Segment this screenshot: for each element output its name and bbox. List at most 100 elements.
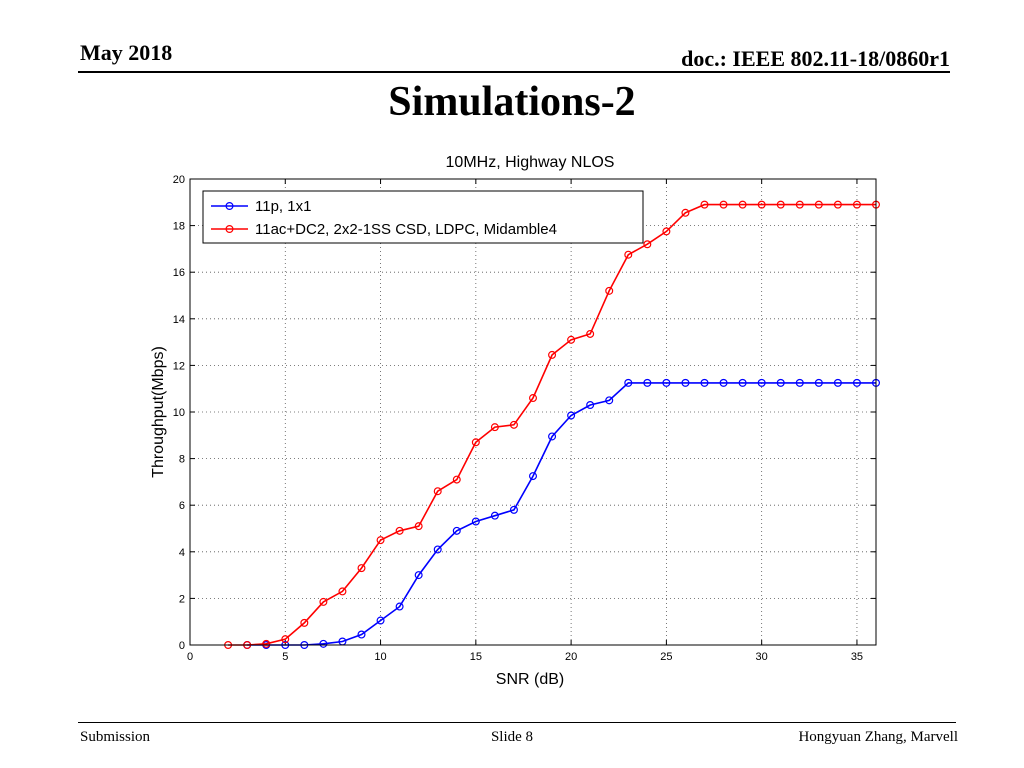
- x-tick-label: 25: [660, 651, 672, 663]
- grid-lines: [190, 179, 876, 645]
- data-point: [833, 200, 842, 209]
- data-point: [852, 200, 861, 209]
- data-point: [433, 545, 442, 554]
- data-point: [719, 378, 728, 387]
- data-point: [586, 329, 595, 338]
- data-point: [414, 522, 423, 531]
- footer-slide-number: Slide 8: [490, 729, 534, 745]
- data-point: [509, 420, 518, 429]
- x-tick-label: 35: [851, 651, 863, 663]
- series-line: [228, 203, 876, 646]
- y-tick-label: 0: [179, 640, 185, 652]
- data-point: [833, 378, 842, 387]
- series-line: [247, 382, 876, 646]
- footer-submission: Submission: [80, 729, 151, 745]
- data-point: [490, 511, 499, 520]
- y-tick-label: 6: [179, 500, 185, 512]
- data-point: [814, 200, 823, 209]
- data-point: [548, 432, 557, 441]
- data-point: [643, 240, 652, 249]
- legend-box: [202, 190, 644, 244]
- data-point: [471, 517, 480, 526]
- data-point: [624, 378, 633, 387]
- x-tick-label: 30: [756, 651, 768, 663]
- data-point: [681, 378, 690, 387]
- data-point: [528, 472, 537, 481]
- x-tick-label: 10: [374, 651, 386, 663]
- data-point: [338, 587, 347, 596]
- y-tick-label: 20: [173, 174, 185, 186]
- data-point: [452, 526, 461, 535]
- data-point: [357, 630, 366, 639]
- legend-marker: [225, 225, 234, 234]
- data-point: [376, 536, 385, 545]
- data-point: [738, 200, 747, 209]
- data-point: [738, 378, 747, 387]
- x-tick-label: 0: [187, 651, 193, 663]
- data-point: [300, 618, 309, 627]
- x-tick-label: 20: [565, 651, 577, 663]
- data-point: [700, 378, 709, 387]
- data-point: [357, 564, 366, 573]
- data-point: [814, 378, 823, 387]
- y-tick-label: 16: [173, 267, 185, 279]
- footer-divider: [78, 722, 956, 723]
- data-point: [662, 378, 671, 387]
- footer-author: Hongyuan Zhang, Marvell: [798, 729, 958, 745]
- data-point: [776, 378, 785, 387]
- data-point: [795, 378, 804, 387]
- data-point: [643, 378, 652, 387]
- data-point: [433, 487, 442, 496]
- header-divider: [78, 71, 950, 73]
- plot-area: [190, 179, 876, 645]
- header-date: May 2018: [80, 40, 173, 65]
- y-tick-label: 18: [173, 221, 185, 233]
- y-tick-label: 10: [173, 407, 185, 419]
- data-point: [452, 475, 461, 484]
- data-point: [605, 286, 614, 295]
- x-tick-label: 15: [470, 651, 482, 663]
- data-point: [414, 571, 423, 580]
- data-point: [757, 378, 766, 387]
- header-doc-id: doc.: IEEE 802.11-18/0860r1: [681, 46, 950, 71]
- data-point: [528, 394, 537, 403]
- data-point: [376, 616, 385, 625]
- x-tick-label: 5: [282, 651, 288, 663]
- plot-frame: [189, 178, 877, 646]
- data-point: [395, 602, 404, 611]
- chart-legend: 11p, 1x1 11ac+DC2, 2x2-1SS CSD, LDPC, Mid…: [202, 190, 644, 244]
- data-point: [776, 200, 785, 209]
- y-tick-label: 4: [179, 547, 185, 559]
- data-point: [662, 227, 671, 236]
- data-point: [719, 200, 728, 209]
- data-point: [319, 639, 328, 648]
- data-point: [795, 200, 804, 209]
- data-point: [548, 350, 557, 359]
- y-tick-label: 14: [173, 314, 185, 326]
- data-point: [605, 396, 614, 405]
- data-point: [490, 423, 499, 432]
- data-point: [586, 401, 595, 410]
- data-point: [700, 200, 709, 209]
- data-point: [509, 505, 518, 514]
- data-point: [262, 639, 271, 648]
- y-axis-label: Throughput(Mbps): [150, 346, 167, 478]
- data-point: [567, 335, 576, 344]
- data-point: [281, 635, 290, 644]
- legend-label: 11ac+DC2, 2x2-1SS CSD, LDPC, Midamble4: [255, 221, 557, 238]
- chart-title: 10MHz, Highway NLOS: [446, 154, 615, 171]
- y-tick-label: 2: [179, 593, 185, 605]
- axis-ticks: 0 5 10 15 20 25 30 35 0 2 4 6 8 10 12 14 16 18 20: [173, 174, 876, 663]
- slide-title: Simulations-2: [388, 79, 636, 125]
- data-point: [471, 438, 480, 447]
- data-point: [624, 250, 633, 259]
- data-point: [319, 597, 328, 606]
- y-tick-label: 8: [179, 454, 185, 466]
- data-point: [681, 208, 690, 217]
- legend-marker: [225, 202, 234, 211]
- data-point: [395, 526, 404, 535]
- data-point: [757, 200, 766, 209]
- legend-label: 11p, 1x1: [255, 198, 311, 215]
- data-point: [852, 378, 861, 387]
